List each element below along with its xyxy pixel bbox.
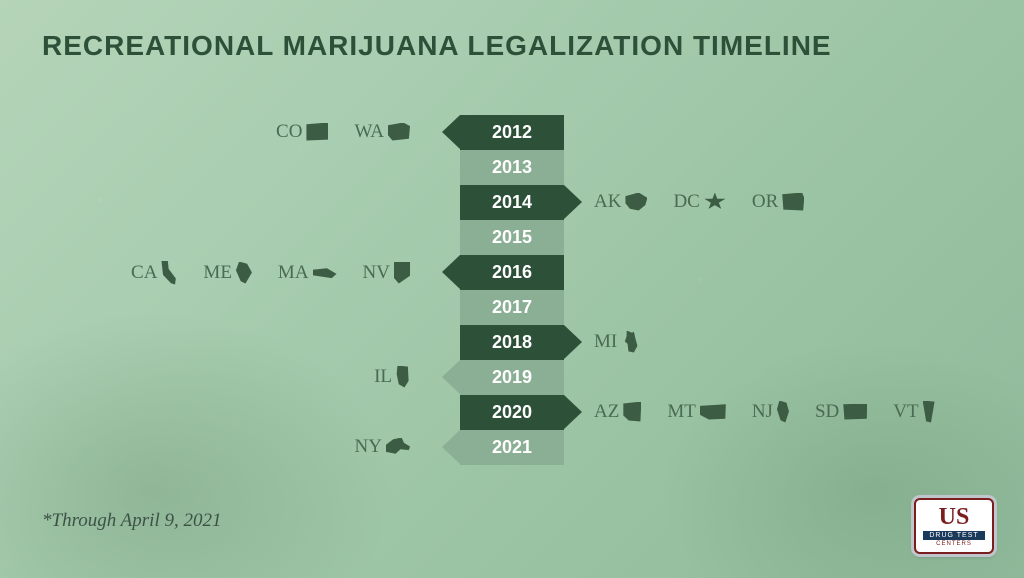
page-title: RECREATIONAL MARIJUANA LEGALIZATION TIME…: [42, 30, 832, 62]
year-block-2012: 2012: [460, 115, 564, 150]
year-arrow-left-icon: [442, 360, 460, 394]
state-nv: NV: [363, 262, 410, 284]
logo-us-text: US: [939, 505, 970, 529]
state-row-2020: AZ MT NJ SD VT: [594, 401, 955, 423]
state-abbr: SD: [815, 401, 839, 423]
state-ny: NY: [355, 436, 410, 458]
state-sd: SD: [815, 401, 867, 423]
state-ak: AK: [594, 191, 647, 213]
timeline-column: 2012201320142015201620172018201920202021: [460, 115, 564, 465]
state-shape-icon: [923, 401, 935, 423]
logo-sub-text: CENTERS: [936, 541, 972, 547]
state-shape-icon: [782, 193, 804, 211]
state-abbr: VT: [893, 401, 918, 423]
state-az: AZ: [594, 401, 641, 423]
year-block-2021: 2021: [460, 430, 564, 465]
state-abbr: OR: [752, 191, 778, 213]
year-block-2017: 2017: [460, 290, 564, 325]
state-vt: VT: [893, 401, 934, 423]
state-abbr: MA: [278, 262, 309, 284]
state-shape-icon: [396, 366, 410, 388]
state-abbr: DC: [673, 191, 699, 213]
state-abbr: NJ: [752, 401, 773, 423]
year-arrow-left-icon: [442, 115, 460, 149]
state-abbr: CA: [131, 262, 157, 284]
state-shape-icon: [394, 262, 410, 284]
state-ma: MA: [278, 262, 337, 284]
state-abbr: ME: [203, 262, 232, 284]
state-abbr: MI: [594, 331, 617, 353]
year-block-2014: 2014: [460, 185, 564, 220]
state-abbr: NY: [355, 436, 382, 458]
state-shape-icon: [700, 404, 726, 420]
footnote-text: *Through April 9, 2021: [42, 510, 221, 532]
year-block-2018: 2018: [460, 325, 564, 360]
state-row-2012: CO WA: [276, 121, 430, 143]
state-il: IL: [374, 366, 410, 388]
year-arrow-left-icon: [442, 430, 460, 464]
logo-band-text: DRUG TEST: [923, 531, 984, 540]
state-row-2014: AK DC OR: [594, 191, 824, 213]
state-me: ME: [203, 262, 252, 284]
state-abbr: NV: [363, 262, 390, 284]
state-shape-icon: [388, 123, 410, 141]
state-shape-icon: [236, 262, 252, 284]
state-shape-icon: [704, 193, 726, 211]
state-shape-icon: [625, 193, 647, 211]
state-abbr: AK: [594, 191, 621, 213]
year-block-2015: 2015: [460, 220, 564, 255]
state-shape-icon: [843, 404, 867, 420]
state-shape-icon: [623, 402, 641, 422]
year-arrow-left-icon: [442, 255, 460, 289]
state-mi: MI: [594, 331, 639, 353]
year-arrow-right-icon: [564, 185, 582, 219]
state-row-2019: IL: [374, 366, 430, 388]
state-shape-icon: [313, 266, 337, 280]
state-abbr: IL: [374, 366, 392, 388]
state-abbr: MT: [667, 401, 696, 423]
state-nj: NJ: [752, 401, 789, 423]
year-block-2013: 2013: [460, 150, 564, 185]
year-block-2016: 2016: [460, 255, 564, 290]
state-row-2018: MI: [594, 331, 659, 353]
state-ca: CA: [131, 261, 177, 285]
state-shape-icon: [161, 261, 177, 285]
year-arrow-right-icon: [564, 395, 582, 429]
state-shape-icon: [386, 438, 410, 456]
state-abbr: CO: [276, 121, 302, 143]
state-shape-icon: [777, 401, 789, 423]
state-or: OR: [752, 191, 804, 213]
state-mt: MT: [667, 401, 726, 423]
state-row-2021: NY: [355, 436, 430, 458]
state-shape-icon: [621, 331, 639, 353]
state-dc: DC: [673, 191, 725, 213]
state-shape-icon: [306, 123, 328, 141]
state-abbr: WA: [354, 121, 384, 143]
state-abbr: AZ: [594, 401, 619, 423]
year-block-2019: 2019: [460, 360, 564, 395]
year-arrow-right-icon: [564, 325, 582, 359]
brand-logo: US DRUG TEST CENTERS: [914, 498, 994, 554]
state-row-2016: CA ME MA NV: [131, 261, 430, 285]
state-wa: WA: [354, 121, 410, 143]
year-block-2020: 2020: [460, 395, 564, 430]
state-co: CO: [276, 121, 328, 143]
